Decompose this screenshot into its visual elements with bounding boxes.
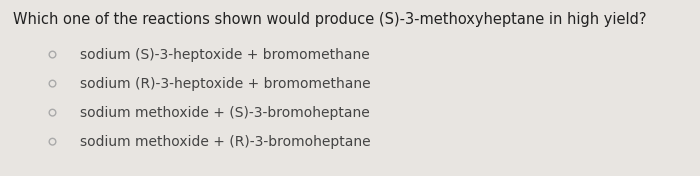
Text: sodium (R)-3-heptoxide + bromomethane: sodium (R)-3-heptoxide + bromomethane (80, 77, 371, 91)
Text: Which one of the reactions shown would produce (S)-3-methoxyheptane in high yiel: Which one of the reactions shown would p… (13, 12, 646, 27)
Text: sodium (S)-3-heptoxide + bromomethane: sodium (S)-3-heptoxide + bromomethane (80, 48, 370, 62)
Text: sodium methoxide + (R)-3-bromoheptane: sodium methoxide + (R)-3-bromoheptane (80, 135, 371, 149)
Text: sodium methoxide + (S)-3-bromoheptane: sodium methoxide + (S)-3-bromoheptane (80, 106, 370, 120)
